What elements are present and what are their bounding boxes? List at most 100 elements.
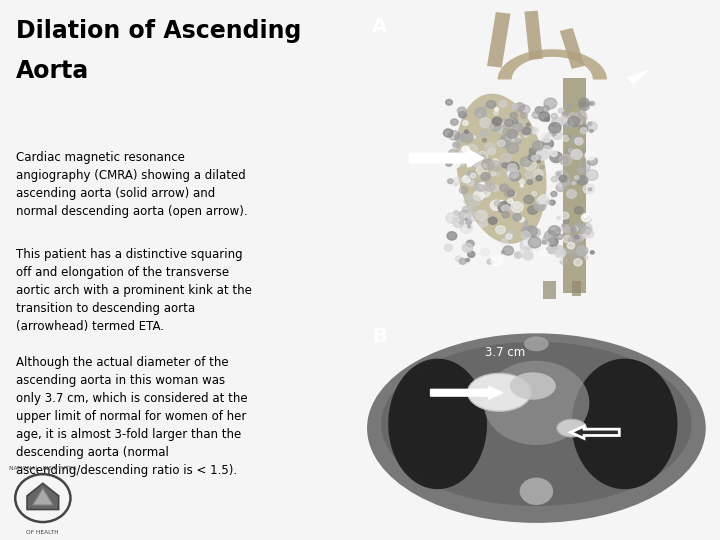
Circle shape [554, 246, 564, 253]
Circle shape [454, 253, 458, 256]
Circle shape [567, 242, 575, 249]
Circle shape [528, 153, 537, 161]
Circle shape [454, 177, 462, 184]
Circle shape [570, 253, 579, 261]
Circle shape [499, 100, 507, 107]
Circle shape [539, 112, 549, 121]
Circle shape [534, 170, 543, 178]
Circle shape [586, 122, 597, 131]
Circle shape [480, 221, 485, 226]
Circle shape [570, 240, 577, 245]
Circle shape [531, 192, 537, 196]
Circle shape [555, 248, 566, 258]
Circle shape [490, 200, 503, 211]
Circle shape [541, 146, 552, 156]
Circle shape [446, 213, 458, 223]
Circle shape [564, 219, 569, 224]
Circle shape [558, 116, 567, 124]
Circle shape [576, 246, 588, 256]
Circle shape [462, 146, 469, 152]
Circle shape [562, 224, 565, 227]
Circle shape [552, 133, 556, 136]
Circle shape [549, 132, 553, 135]
Circle shape [496, 172, 500, 176]
Circle shape [449, 131, 459, 140]
Circle shape [468, 180, 474, 186]
Circle shape [535, 106, 544, 114]
Circle shape [480, 130, 488, 137]
Circle shape [525, 171, 534, 178]
Bar [563, 78, 586, 293]
Circle shape [472, 136, 475, 138]
Circle shape [521, 185, 523, 187]
Bar [544, 281, 556, 299]
Circle shape [575, 207, 583, 214]
Circle shape [533, 141, 544, 150]
Circle shape [451, 119, 458, 125]
Circle shape [510, 202, 523, 212]
Circle shape [501, 154, 511, 163]
Circle shape [481, 172, 490, 180]
Circle shape [461, 132, 473, 143]
Circle shape [512, 104, 518, 110]
Circle shape [448, 179, 454, 184]
Circle shape [467, 212, 478, 221]
Ellipse shape [484, 361, 589, 445]
Circle shape [521, 113, 527, 118]
Circle shape [580, 127, 587, 133]
Circle shape [512, 135, 520, 141]
Circle shape [556, 172, 560, 176]
Circle shape [460, 223, 472, 233]
Circle shape [480, 188, 490, 197]
Circle shape [454, 211, 459, 215]
Circle shape [556, 184, 565, 192]
Circle shape [585, 256, 588, 259]
Circle shape [564, 122, 572, 128]
Circle shape [461, 106, 466, 111]
Circle shape [574, 223, 582, 230]
FancyArrow shape [571, 426, 619, 438]
Circle shape [574, 259, 582, 266]
Circle shape [479, 220, 487, 227]
Circle shape [513, 129, 517, 133]
Circle shape [501, 135, 509, 141]
Circle shape [553, 248, 556, 251]
Bar [560, 28, 585, 69]
Circle shape [581, 214, 591, 222]
Circle shape [482, 139, 487, 142]
Bar [487, 12, 510, 68]
Circle shape [455, 256, 462, 261]
Circle shape [540, 165, 544, 168]
Circle shape [485, 143, 495, 151]
Circle shape [498, 208, 503, 212]
Circle shape [536, 155, 541, 160]
Circle shape [492, 117, 502, 125]
Circle shape [528, 237, 541, 248]
Circle shape [559, 109, 564, 113]
Circle shape [555, 238, 559, 240]
Circle shape [495, 117, 501, 123]
Circle shape [524, 239, 533, 247]
Circle shape [462, 146, 467, 150]
Ellipse shape [572, 359, 678, 489]
Circle shape [459, 111, 467, 118]
Circle shape [570, 123, 573, 126]
Circle shape [583, 216, 591, 222]
Bar [524, 11, 543, 60]
Circle shape [447, 232, 456, 240]
Circle shape [462, 120, 468, 125]
Circle shape [469, 152, 478, 159]
Circle shape [522, 227, 532, 235]
Circle shape [482, 164, 487, 167]
Circle shape [464, 198, 472, 205]
Circle shape [581, 226, 591, 235]
Ellipse shape [367, 333, 706, 523]
Circle shape [540, 250, 548, 256]
Circle shape [495, 127, 500, 132]
Circle shape [507, 129, 518, 138]
Circle shape [542, 138, 548, 143]
Circle shape [575, 112, 587, 123]
Circle shape [499, 122, 503, 125]
Circle shape [537, 160, 541, 163]
Circle shape [524, 195, 534, 204]
